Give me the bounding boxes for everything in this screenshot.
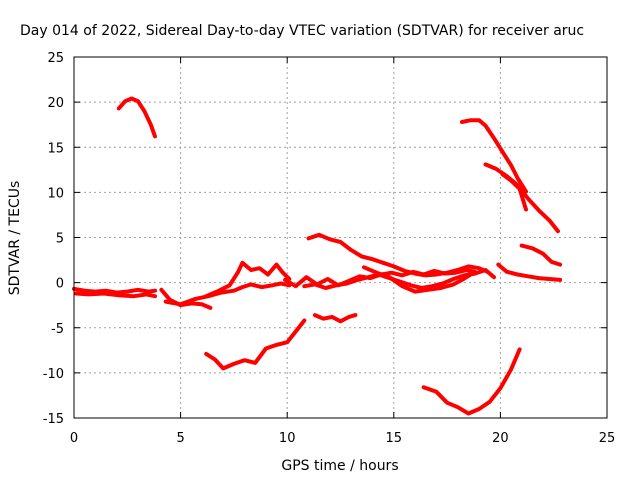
x-tick-label: 0 — [70, 431, 78, 446]
series-arc-05 — [163, 281, 292, 307]
series-arc-18 — [496, 262, 563, 282]
y-tick-label: 10 — [47, 186, 64, 201]
y-tick-label: 5 — [56, 232, 64, 247]
series-arc-14 — [460, 118, 528, 194]
y-axis-label: SDTVAR / TECUs — [7, 181, 23, 296]
series-arc-17 — [519, 243, 563, 267]
x-tick-label: 25 — [599, 431, 616, 446]
axis-ticks: 0 5 10 15 20 25 25 20 15 10 5 0 -5 -10 -15 — [43, 51, 616, 446]
x-axis-label: GPS time / hours — [281, 458, 398, 474]
series-arc-09 — [302, 268, 496, 290]
chart-title: Day 014 of 2022, Sidereal Day-to-day VTE… — [20, 23, 584, 39]
y-tick-label: 25 — [47, 51, 64, 66]
series-arc-07 — [204, 318, 307, 371]
series-arc-15 — [483, 162, 560, 234]
y-tick-label: 15 — [47, 141, 64, 156]
y-tick-label: 0 — [56, 277, 64, 292]
series-arc-13 — [421, 347, 522, 416]
x-tick-label: 20 — [492, 431, 509, 446]
y-tick-label: -15 — [43, 412, 64, 427]
x-tick-label: 10 — [279, 431, 296, 446]
series-arc-03 — [116, 96, 157, 139]
x-tick-label: 15 — [386, 431, 403, 446]
x-tick-label: 5 — [176, 431, 184, 446]
series-arc-02 — [74, 291, 157, 299]
series-arc-10 — [306, 232, 490, 278]
y-tick-label: -5 — [51, 322, 64, 337]
series-arc-16 — [500, 172, 528, 212]
y-tick-label: -10 — [43, 367, 64, 382]
data-series-group — [72, 96, 563, 416]
y-tick-label: 20 — [47, 96, 64, 111]
series-arc-11 — [362, 265, 473, 294]
grid — [74, 57, 607, 418]
series-arc-12 — [312, 313, 358, 324]
series-arc-06 — [204, 260, 292, 299]
series-arc-01 — [72, 286, 157, 295]
